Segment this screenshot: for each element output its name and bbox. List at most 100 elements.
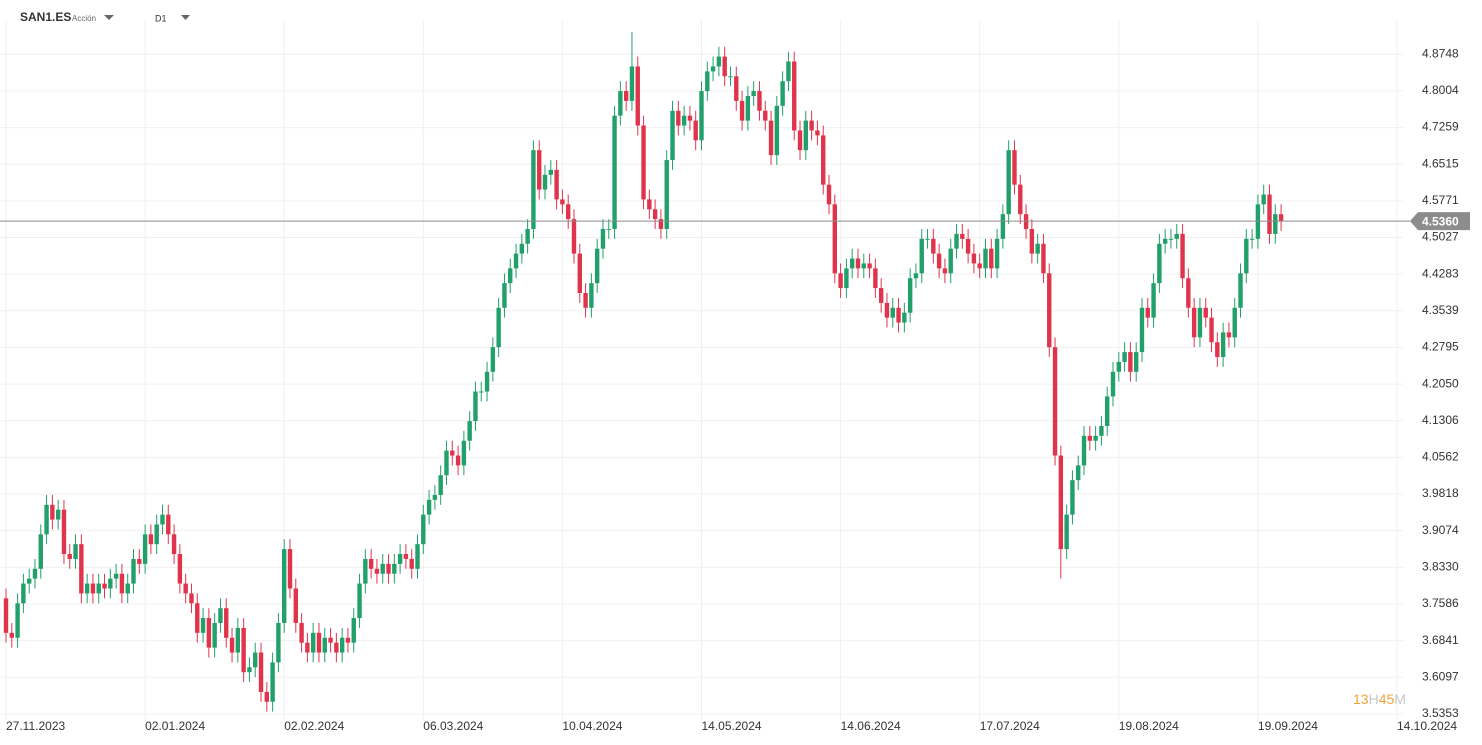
candle-body <box>600 228 606 249</box>
candle-body <box>241 627 246 673</box>
countdown-part: M <box>1394 691 1406 707</box>
candle-body <box>965 238 971 254</box>
y-tick-label: 4.2050 <box>1422 376 1459 390</box>
candle-body <box>589 283 594 308</box>
candle-body <box>1145 307 1150 318</box>
candle-body <box>1215 342 1220 358</box>
candle-body <box>1116 361 1121 372</box>
candle-body <box>548 169 554 175</box>
candle-body <box>113 573 119 579</box>
candle-body <box>1209 317 1214 343</box>
candle-body <box>1099 425 1104 436</box>
candle-body <box>664 160 669 229</box>
y-tick-label: 4.6515 <box>1422 156 1459 170</box>
candle-body <box>838 273 843 289</box>
candle-body <box>1128 352 1133 372</box>
x-tick-label: 02.01.2024 <box>145 719 205 733</box>
candle-body <box>380 563 385 574</box>
candle-body <box>171 534 177 555</box>
candle-body <box>1180 233 1185 279</box>
x-tick-label: 10.04.2024 <box>562 719 622 733</box>
y-tick-label: 3.5353 <box>1422 706 1459 720</box>
candle-body <box>212 622 217 648</box>
candle-body <box>345 637 351 643</box>
candle-body <box>258 652 264 692</box>
candle-body <box>815 130 820 136</box>
symbol-dropdown[interactable] <box>104 15 114 20</box>
x-tick-label: 14.06.2024 <box>841 719 901 733</box>
candle-body <box>1041 243 1046 274</box>
candle-body <box>160 514 165 525</box>
candle-body <box>9 632 14 638</box>
candle-body <box>786 61 791 82</box>
candle-body <box>1162 238 1168 244</box>
candle-body <box>38 534 43 569</box>
axes: 4.8748 4.8004 4.7259 4.6515 4.5771 4.5027 4.42… <box>0 46 1470 733</box>
candle-body <box>426 499 432 515</box>
candle-body <box>339 637 345 653</box>
candle-body <box>960 233 965 239</box>
candle-body <box>693 120 698 141</box>
candle-body <box>867 263 872 269</box>
candle-body <box>594 248 600 284</box>
candle-body <box>1139 307 1145 353</box>
candle-body <box>925 238 930 240</box>
x-tick-label: 19.09.2024 <box>1258 719 1318 733</box>
candle-body <box>513 253 519 269</box>
candle-body <box>224 608 229 638</box>
candle-body <box>751 91 756 96</box>
timeframe-dropdown[interactable] <box>181 15 190 20</box>
candle-body <box>565 204 571 220</box>
y-tick-label: 3.9818 <box>1422 486 1459 500</box>
candle-body <box>519 243 525 254</box>
candle-body <box>722 56 727 77</box>
candle-body <box>844 268 849 289</box>
symbol[interactable]: SAN1.ES <box>20 10 71 24</box>
candle-body <box>438 475 443 495</box>
candle-body <box>137 558 142 564</box>
candle-body <box>508 268 513 284</box>
candle-body <box>716 56 722 67</box>
candle-body <box>652 209 658 220</box>
candle-body <box>635 66 640 126</box>
candle-body <box>1070 480 1075 515</box>
candle-body <box>1006 150 1011 215</box>
y-tick-label: 4.8004 <box>1422 83 1459 97</box>
candle-body <box>676 110 681 126</box>
candle-body <box>183 583 188 594</box>
candle-body <box>884 302 890 318</box>
candle-body <box>282 549 287 623</box>
candle-body <box>1157 243 1162 284</box>
candle-body <box>861 263 866 269</box>
candle-body <box>1226 332 1232 338</box>
countdown-part: H <box>1369 691 1379 707</box>
candle-body <box>119 573 125 594</box>
candle-body <box>79 544 84 594</box>
x-tick-label: 27.11.2023 <box>6 719 65 733</box>
candle-body <box>1186 278 1191 308</box>
candle-body <box>571 219 577 254</box>
candle-body <box>1058 455 1064 550</box>
timeframe[interactable]: D1 <box>155 13 167 23</box>
candle-body <box>780 81 785 106</box>
candle-body <box>444 450 449 476</box>
y-tick-label: 3.8330 <box>1422 559 1459 573</box>
candle-body <box>1029 228 1035 254</box>
candle-body <box>873 268 878 289</box>
candle-body <box>270 662 275 702</box>
candle-body <box>1232 307 1237 338</box>
candle-body <box>647 199 652 210</box>
candle-body <box>977 263 982 269</box>
x-tick-label: 19.08.2024 <box>1119 719 1179 733</box>
candle-body <box>455 455 461 466</box>
last-price-tag <box>1410 212 1470 231</box>
candle-body <box>189 593 194 604</box>
candle-body <box>577 253 582 293</box>
candle-body <box>368 558 374 569</box>
candle-body <box>351 618 356 643</box>
candle-body <box>681 115 687 126</box>
candle-body <box>542 174 548 190</box>
candle-body <box>415 544 420 569</box>
x-tick-label: 14.10.2024 <box>1397 719 1457 733</box>
